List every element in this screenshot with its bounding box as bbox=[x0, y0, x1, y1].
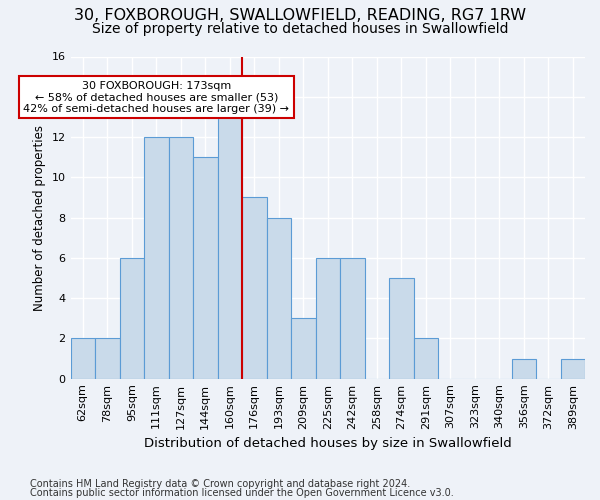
Bar bbox=[242, 198, 266, 378]
Bar bbox=[119, 258, 144, 378]
Bar bbox=[193, 157, 218, 378]
Text: Size of property relative to detached houses in Swallowfield: Size of property relative to detached ho… bbox=[92, 22, 508, 36]
Bar bbox=[511, 358, 536, 378]
Text: Contains public sector information licensed under the Open Government Licence v3: Contains public sector information licen… bbox=[30, 488, 454, 498]
Text: 30 FOXBOROUGH: 173sqm
← 58% of detached houses are smaller (53)
42% of semi-deta: 30 FOXBOROUGH: 173sqm ← 58% of detached … bbox=[23, 80, 289, 114]
Bar bbox=[291, 318, 316, 378]
Bar bbox=[95, 338, 119, 378]
Bar bbox=[169, 137, 193, 378]
Bar bbox=[340, 258, 365, 378]
Text: 30, FOXBOROUGH, SWALLOWFIELD, READING, RG7 1RW: 30, FOXBOROUGH, SWALLOWFIELD, READING, R… bbox=[74, 8, 526, 22]
Bar bbox=[560, 358, 585, 378]
Bar bbox=[144, 137, 169, 378]
Bar bbox=[71, 338, 95, 378]
Bar bbox=[389, 278, 413, 378]
Bar bbox=[316, 258, 340, 378]
Text: Contains HM Land Registry data © Crown copyright and database right 2024.: Contains HM Land Registry data © Crown c… bbox=[30, 479, 410, 489]
X-axis label: Distribution of detached houses by size in Swallowfield: Distribution of detached houses by size … bbox=[144, 437, 512, 450]
Bar bbox=[266, 218, 291, 378]
Y-axis label: Number of detached properties: Number of detached properties bbox=[33, 124, 46, 310]
Bar bbox=[218, 117, 242, 378]
Bar bbox=[413, 338, 438, 378]
